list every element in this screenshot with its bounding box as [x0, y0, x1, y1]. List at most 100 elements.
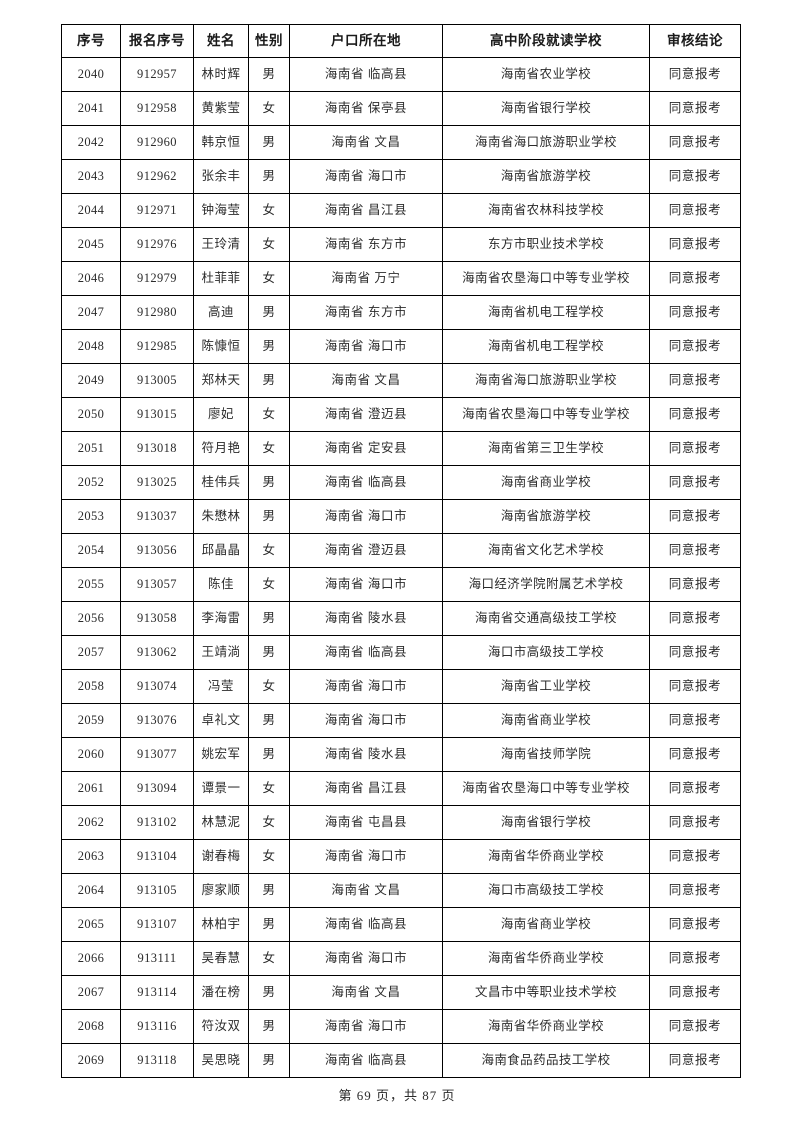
- table-row: 2057 913062 王靖淌男海南省 临高县 海口市高级技工学校 同意报考: [61, 635, 741, 670]
- cell-school: 海南省机电工程学校: [442, 295, 650, 330]
- cell-name: 陈慷恒: [193, 329, 249, 364]
- cell-regno: 913062: [120, 635, 194, 670]
- cell-index: 2058: [61, 669, 121, 704]
- cell-domicile: 海南省 保亭县: [289, 91, 443, 126]
- cell-school: 文昌市中等职业技术学校: [442, 975, 650, 1010]
- cell-regno: 913094: [120, 771, 194, 806]
- cell-school: 海口市高级技工学校: [442, 635, 650, 670]
- cell-name: 冯莹: [193, 669, 249, 704]
- cell-index: 2056: [61, 601, 121, 636]
- cell-result: 同意报考: [649, 91, 741, 126]
- cell-school: 海南省海口旅游职业学校: [442, 363, 650, 398]
- cell-result: 同意报考: [649, 499, 741, 534]
- column-header-domicile: 户口所在地: [289, 24, 443, 58]
- cell-school: 海南省商业学校: [442, 703, 650, 738]
- cell-school: 东方市职业技术学校: [442, 227, 650, 262]
- cell-regno: 913116: [120, 1009, 194, 1044]
- table-row: 2041 912958 黄紫莹女海南省 保亭县 海南省银行学校 同意报考: [61, 91, 741, 126]
- table-row: 2060 913077 姚宏军男海南省 陵水县 海南省技师学院 同意报考: [61, 737, 741, 772]
- table-row: 2066 913111 吴春慧女海南省 海口市 海南省华侨商业学校 同意报考: [61, 941, 741, 976]
- cell-result: 同意报考: [649, 805, 741, 840]
- cell-index: 2068: [61, 1009, 121, 1044]
- table-row: 2050 913015 廖妃女海南省 澄迈县 海南省农垦海口中等专业学校 同意报考: [61, 397, 741, 432]
- cell-domicile: 海南省 澄迈县: [289, 533, 443, 568]
- cell-name: 钟海莹: [193, 193, 249, 228]
- cell-name: 林时辉: [193, 57, 249, 92]
- cell-result: 同意报考: [649, 737, 741, 772]
- cell-index: 2046: [61, 261, 121, 296]
- cell-gender: 女: [248, 91, 290, 126]
- cell-regno: 913076: [120, 703, 194, 738]
- cell-result: 同意报考: [649, 1009, 741, 1044]
- cell-domicile: 海南省 海口市: [289, 941, 443, 976]
- cell-name: 李海雷: [193, 601, 249, 636]
- cell-regno: 912957: [120, 57, 194, 92]
- cell-school: 海南省农业学校: [442, 57, 650, 92]
- cell-gender: 女: [248, 227, 290, 262]
- column-header-school: 高中阶段就读学校: [442, 24, 650, 58]
- cell-regno: 913015: [120, 397, 194, 432]
- cell-school: 海南省华侨商业学校: [442, 839, 650, 874]
- cell-result: 同意报考: [649, 635, 741, 670]
- column-header-index: 序号: [61, 24, 121, 58]
- column-header-result: 审核结论: [649, 24, 741, 58]
- cell-result: 同意报考: [649, 295, 741, 330]
- cell-domicile: 海南省 海口市: [289, 159, 443, 194]
- cell-school: 海南省银行学校: [442, 805, 650, 840]
- cell-name: 邱晶晶: [193, 533, 249, 568]
- cell-gender: 男: [248, 465, 290, 500]
- cell-domicile: 海南省 文昌: [289, 873, 443, 908]
- cell-regno: 913005: [120, 363, 194, 398]
- cell-school: 海南省农垦海口中等专业学校: [442, 771, 650, 806]
- table-row: 2068 913116 符汝双男海南省 海口市 海南省华侨商业学校 同意报考: [61, 1009, 741, 1044]
- cell-domicile: 海南省 文昌: [289, 363, 443, 398]
- cell-name: 吴春慧: [193, 941, 249, 976]
- cell-name: 廖家顺: [193, 873, 249, 908]
- cell-domicile: 海南省 临高县: [289, 907, 443, 942]
- cell-result: 同意报考: [649, 431, 741, 466]
- cell-domicile: 海南省 澄迈县: [289, 397, 443, 432]
- table-row: 2064 913105 廖家顺男海南省 文昌 海口市高级技工学校 同意报考: [61, 873, 741, 908]
- table-row: 2047 912980 高迪男海南省 东方市 海南省机电工程学校 同意报考: [61, 295, 741, 330]
- cell-name: 王玲清: [193, 227, 249, 262]
- cell-gender: 男: [248, 295, 290, 330]
- table-row: 2061 913094 谭景一女海南省 昌江县 海南省农垦海口中等专业学校 同意报考: [61, 771, 741, 806]
- cell-gender: 女: [248, 805, 290, 840]
- cell-result: 同意报考: [649, 125, 741, 160]
- cell-name: 林柏宇: [193, 907, 249, 942]
- cell-regno: 913056: [120, 533, 194, 568]
- cell-regno: 913074: [120, 669, 194, 704]
- cell-regno: 913037: [120, 499, 194, 534]
- table-row: 2053 913037 朱懋林男海南省 海口市 海南省旅游学校 同意报考: [61, 499, 741, 534]
- cell-index: 2059: [61, 703, 121, 738]
- cell-result: 同意报考: [649, 329, 741, 364]
- cell-school: 海南省旅游学校: [442, 159, 650, 194]
- cell-index: 2047: [61, 295, 121, 330]
- cell-name: 姚宏军: [193, 737, 249, 772]
- cell-school: 海南省农垦海口中等专业学校: [442, 261, 650, 296]
- cell-index: 2052: [61, 465, 121, 500]
- cell-school: 海南省华侨商业学校: [442, 941, 650, 976]
- cell-result: 同意报考: [649, 193, 741, 228]
- table-body: 2040 912957 林时辉男海南省 临高县 海南省农业学校 同意报考 2041 9129…: [61, 57, 741, 1078]
- cell-index: 2048: [61, 329, 121, 364]
- cell-name: 廖妃: [193, 397, 249, 432]
- table-row: 2067 913114 潘在榜男海南省 文昌 文昌市中等职业技术学校 同意报考: [61, 975, 741, 1010]
- table-row: 2046 912979 杜菲菲女海南省 万宁 海南省农垦海口中等专业学校 同意报考: [61, 261, 741, 296]
- cell-index: 2050: [61, 397, 121, 432]
- cell-gender: 男: [248, 125, 290, 160]
- cell-regno: 913107: [120, 907, 194, 942]
- cell-name: 谭景一: [193, 771, 249, 806]
- cell-gender: 女: [248, 261, 290, 296]
- cell-regno: 912962: [120, 159, 194, 194]
- cell-regno: 913114: [120, 975, 194, 1010]
- cell-name: 韩京恒: [193, 125, 249, 160]
- table-row: 2043 912962 张余丰男海南省 海口市 海南省旅游学校 同意报考: [61, 159, 741, 194]
- cell-result: 同意报考: [649, 533, 741, 568]
- cell-regno: 913077: [120, 737, 194, 772]
- cell-index: 2049: [61, 363, 121, 398]
- cell-domicile: 海南省 屯昌县: [289, 805, 443, 840]
- cell-domicile: 海南省 临高县: [289, 57, 443, 92]
- table-row: 2044 912971 钟海莹女海南省 昌江县 海南省农林科技学校 同意报考: [61, 193, 741, 228]
